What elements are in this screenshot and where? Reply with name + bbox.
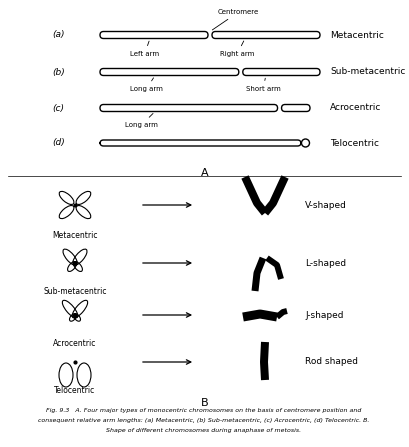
Text: Sub-metacentric: Sub-metacentric xyxy=(330,67,405,76)
Text: Telocentric: Telocentric xyxy=(330,139,379,148)
Polygon shape xyxy=(262,175,289,215)
Text: Right arm: Right arm xyxy=(220,41,254,57)
Text: A: A xyxy=(201,168,209,178)
Text: Centromere: Centromere xyxy=(212,9,259,30)
Text: (c): (c) xyxy=(52,104,64,113)
Polygon shape xyxy=(252,257,266,291)
Text: consequent relative arm lengths: (a) Metacentric, (b) Sub-metacentric, (c) Acroc: consequent relative arm lengths: (a) Met… xyxy=(38,418,370,423)
Polygon shape xyxy=(275,308,288,319)
Text: (b): (b) xyxy=(52,67,65,76)
Text: Sub-metacentric: Sub-metacentric xyxy=(43,287,107,296)
Text: Shape of different chromosomes during anaphase of metosis.: Shape of different chromosomes during an… xyxy=(106,428,301,433)
Text: (a): (a) xyxy=(52,30,65,39)
Polygon shape xyxy=(242,310,278,321)
Text: Long arm: Long arm xyxy=(130,78,163,92)
Text: V-shaped: V-shaped xyxy=(305,201,347,210)
Text: Rod shaped: Rod shaped xyxy=(305,358,358,367)
Text: J-shaped: J-shaped xyxy=(305,311,344,320)
Text: Fig. 9.3   A. Four major types of monocentric chromosomes on the basis of centro: Fig. 9.3 A. Four major types of monocent… xyxy=(46,408,362,413)
Text: Acrocentric: Acrocentric xyxy=(53,339,97,348)
Text: Telocentric: Telocentric xyxy=(54,386,96,395)
Text: Left arm: Left arm xyxy=(130,41,159,57)
Text: L-shaped: L-shaped xyxy=(305,258,346,267)
Polygon shape xyxy=(241,175,268,215)
Text: Short arm: Short arm xyxy=(246,78,281,92)
Text: Metacentric: Metacentric xyxy=(330,30,384,39)
Text: (d): (d) xyxy=(52,139,65,148)
Polygon shape xyxy=(265,256,284,280)
Text: Metacentric: Metacentric xyxy=(52,231,98,240)
Text: Long arm: Long arm xyxy=(125,114,158,128)
Text: B: B xyxy=(201,398,209,408)
Text: Acrocentric: Acrocentric xyxy=(330,104,381,113)
Polygon shape xyxy=(260,342,269,380)
